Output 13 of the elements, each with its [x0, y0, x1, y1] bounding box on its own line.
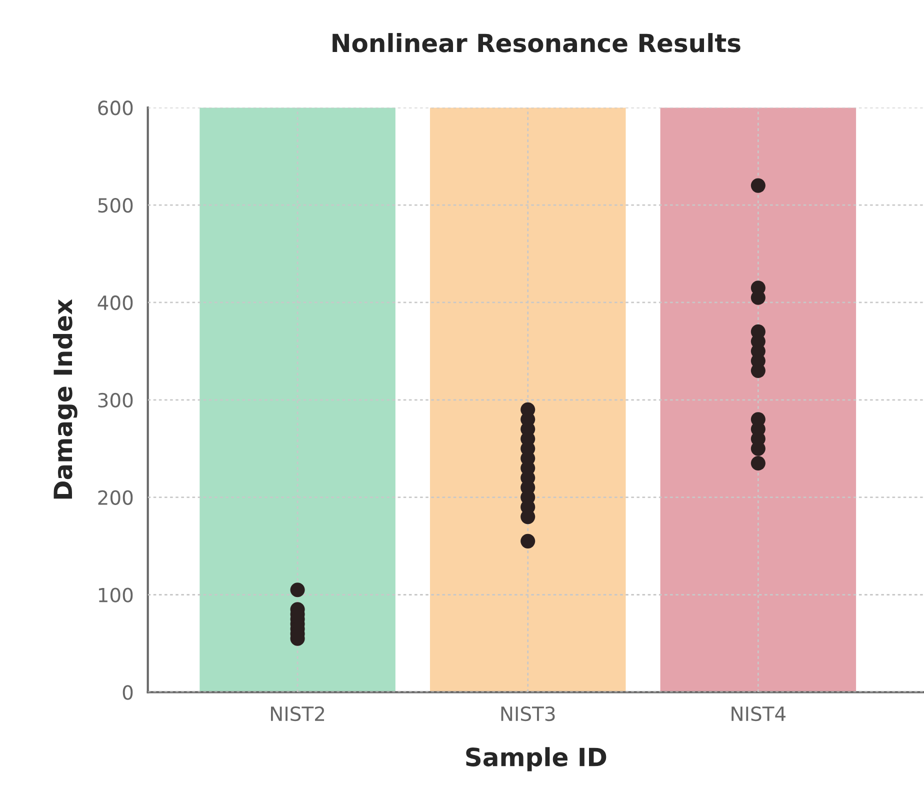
y-tick-label: 100 [98, 588, 133, 602]
y-tick-label: 0 [122, 685, 133, 700]
y-axis-title: Damage Index [53, 299, 78, 499]
y-tick-label: 500 [98, 198, 133, 213]
chart-title: Nonlinear Resonance Results [332, 33, 740, 52]
x-tick-label: NIST2 [271, 706, 324, 722]
x-tick-label: NIST4 [732, 706, 786, 722]
y-tick-label: 200 [98, 490, 133, 505]
x-tick-label: NIST3 [501, 706, 555, 722]
x-axis-title: Sample ID [466, 747, 606, 772]
y-tick-label: 300 [98, 392, 133, 408]
y-tick-label: 600 [98, 100, 133, 116]
y-tick-label: 400 [98, 295, 133, 310]
